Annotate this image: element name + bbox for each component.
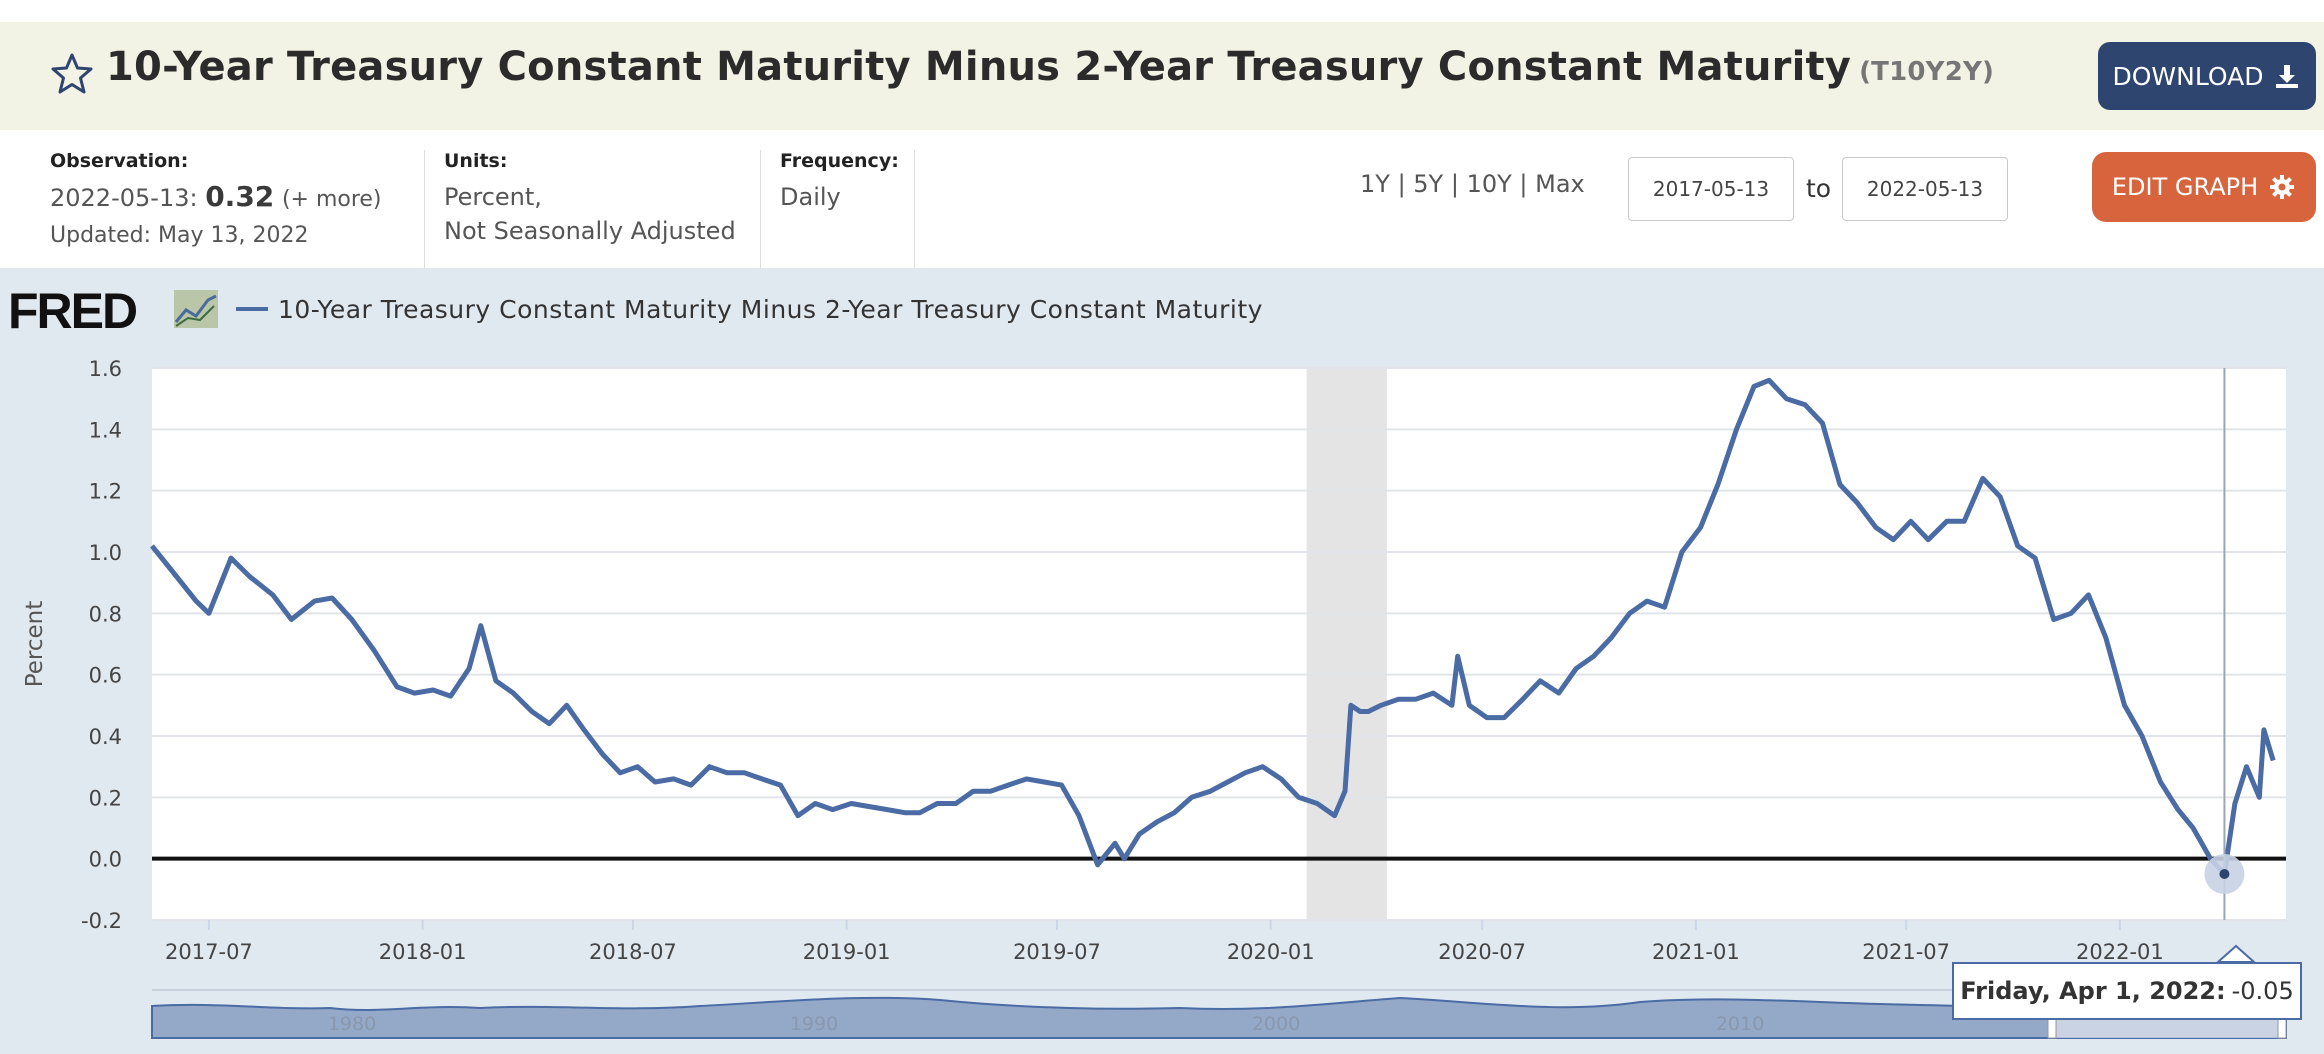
units-value: Percent, Not Seasonally Adjusted bbox=[444, 180, 736, 248]
separator bbox=[914, 150, 915, 268]
x-tick-label: 2022-01 bbox=[2076, 940, 2164, 964]
y-tick-label: 0.0 bbox=[89, 848, 122, 872]
x-tick-label: 2019-01 bbox=[803, 940, 891, 964]
title-bar bbox=[0, 22, 2324, 130]
separator bbox=[760, 150, 761, 268]
x-tick-label: 2021-01 bbox=[1652, 940, 1740, 964]
edit-graph-label: EDIT GRAPH bbox=[2111, 173, 2259, 201]
star-icon[interactable] bbox=[50, 52, 94, 96]
range-max[interactable]: Max bbox=[1535, 170, 1585, 198]
gear-icon bbox=[2270, 175, 2295, 199]
tooltip-value: -0.05 bbox=[2231, 977, 2294, 1005]
observation-block: Observation: 2022-05-13: 0.32 (+ more) U… bbox=[50, 150, 382, 253]
x-tick-label: 2021-07 bbox=[1862, 940, 1950, 964]
range-10y[interactable]: 10Y bbox=[1466, 170, 1512, 198]
y-tick-label: 1.4 bbox=[89, 418, 122, 442]
y-tick-label: 0.8 bbox=[89, 602, 122, 626]
end-date-input[interactable]: 2022-05-13 bbox=[1842, 157, 2008, 221]
download-label: DOWNLOAD bbox=[2112, 61, 2264, 91]
x-tick-label: 2019-07 bbox=[1013, 940, 1101, 964]
start-date-input[interactable]: 2017-05-13 bbox=[1628, 157, 1794, 221]
navigator-handle-left[interactable] bbox=[2047, 1017, 2057, 1039]
navigator-label: 2010 bbox=[1716, 1013, 1764, 1035]
plot-background bbox=[152, 368, 2286, 920]
units-block: Units: Percent, Not Seasonally Adjusted bbox=[444, 150, 736, 248]
x-tick-label: 2018-07 bbox=[589, 940, 677, 964]
y-tick-label: 0.4 bbox=[89, 725, 122, 749]
x-tick-label: 2018-01 bbox=[379, 940, 467, 964]
navigator-handle-right[interactable] bbox=[2277, 1017, 2287, 1039]
navigator-label: 1990 bbox=[790, 1013, 838, 1035]
units-line2: Not Seasonally Adjusted bbox=[444, 217, 736, 245]
observation-number: 0.32 bbox=[205, 180, 275, 213]
to-label: to bbox=[1806, 174, 1832, 203]
series-line[interactable] bbox=[150, 377, 2276, 877]
range-5y[interactable]: 5Y bbox=[1413, 170, 1444, 198]
y-tick-label: 1.2 bbox=[89, 480, 122, 504]
more-link[interactable]: (+ more) bbox=[281, 187, 382, 212]
frequency-value: Daily bbox=[780, 183, 841, 211]
frequency-label: Frequency: bbox=[780, 150, 899, 172]
separator bbox=[424, 150, 425, 268]
x-tick-label: 2020-01 bbox=[1227, 940, 1315, 964]
page-title: 10-Year Treasury Constant Maturity Minus… bbox=[106, 44, 1994, 90]
observation-label: Observation: bbox=[50, 150, 189, 172]
y-axis-label: Percent bbox=[22, 601, 48, 688]
fred-logo[interactable]: FRED bbox=[8, 283, 139, 339]
recession-shading bbox=[1306, 368, 1387, 920]
download-button[interactable]: DOWNLOAD bbox=[2098, 42, 2316, 110]
y-tick-label: 1.6 bbox=[89, 357, 122, 381]
tooltip-date: Friday, Apr 1, 2022: bbox=[1960, 977, 2226, 1005]
fred-logo-icon bbox=[174, 290, 218, 328]
navigator-labels: 1980 1990 2000 2010 bbox=[328, 1013, 1764, 1035]
download-icon bbox=[2276, 65, 2299, 88]
y-tick-label: 1.0 bbox=[89, 541, 122, 565]
x-tick-label: 2017-07 bbox=[165, 940, 253, 964]
tooltip: Friday, Apr 1, 2022: -0.05 bbox=[1952, 962, 2302, 1020]
observation-value: 2022-05-13: 0.32 (+ more) Updated: May 1… bbox=[50, 180, 382, 253]
navigator-window[interactable] bbox=[2050, 1016, 2286, 1038]
x-tick-label: 2020-07 bbox=[1438, 940, 1526, 964]
page-title-text: 10-Year Treasury Constant Maturity Minus… bbox=[106, 44, 1852, 90]
updated-text: Updated: May 13, 2022 bbox=[50, 223, 309, 248]
tooltip-pointer bbox=[2215, 944, 2257, 963]
observation-date: 2022-05-13: bbox=[50, 184, 198, 212]
series-code: (T10Y2Y) bbox=[1859, 57, 1995, 87]
navigator-label: 1980 bbox=[328, 1013, 376, 1035]
x-axis: 2017-07 2018-01 2018-07 2019-01 2019-07 2020-… bbox=[165, 920, 2164, 964]
units-line1: Percent, bbox=[444, 183, 542, 211]
range-links: 1Y | 5Y | 10Y | Max bbox=[1360, 170, 1585, 198]
frequency-block: Frequency: Daily bbox=[780, 150, 899, 214]
y-tick-label: 0.2 bbox=[89, 786, 122, 810]
navigator-label: 2000 bbox=[1252, 1013, 1300, 1035]
hover-marker bbox=[2219, 869, 2230, 879]
legend-label[interactable]: 10-Year Treasury Constant Maturity Minus… bbox=[278, 295, 1263, 324]
units-label: Units: bbox=[444, 150, 508, 172]
y-tick-label: 0.6 bbox=[89, 664, 122, 688]
edit-graph-button[interactable]: EDIT GRAPH bbox=[2092, 152, 2316, 222]
gridlines bbox=[152, 367, 2286, 921]
range-1y[interactable]: 1Y bbox=[1360, 170, 1390, 198]
y-axis: 1.6 1.4 1.2 1.0 0.8 0.6 0.4 0.2 0.0 -0.2 bbox=[81, 357, 122, 933]
y-tick-label: -0.2 bbox=[81, 909, 122, 933]
